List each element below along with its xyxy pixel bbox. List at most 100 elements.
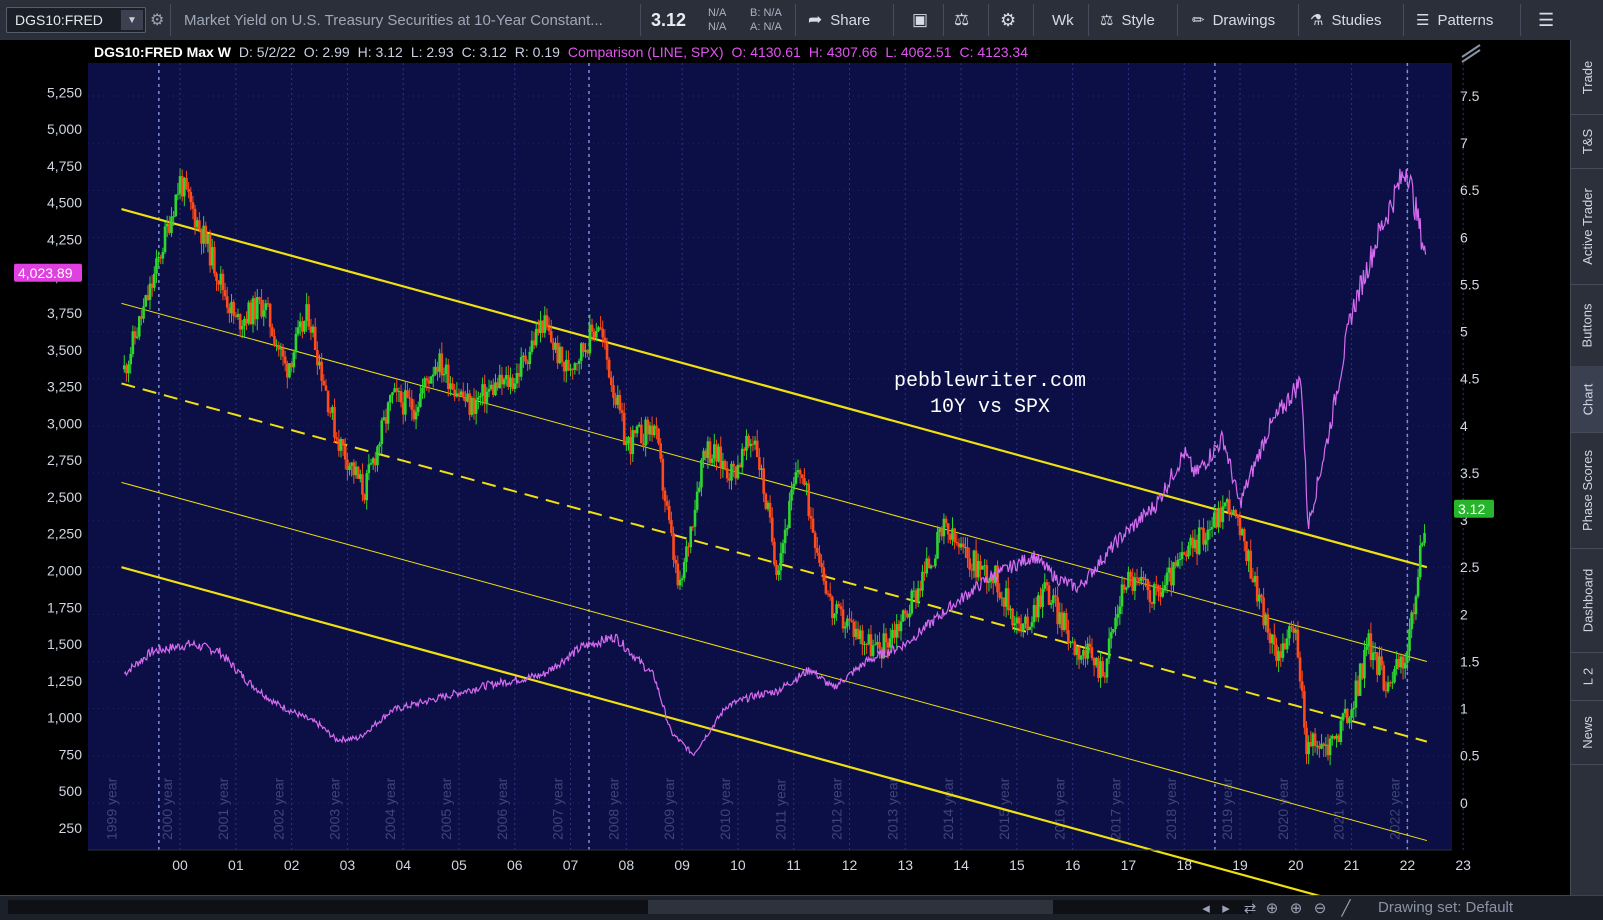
candle-body xyxy=(1343,708,1347,714)
axis-toggle-icon[interactable] xyxy=(1461,44,1481,63)
tab-trade[interactable]: Trade xyxy=(1571,40,1603,115)
last-yield-value: 3.12 xyxy=(1458,501,1485,517)
zoom-in-icon[interactable]: ⊕ xyxy=(1289,900,1303,917)
timeframe-button[interactable]: Wk xyxy=(1052,11,1074,29)
tab-active-trader[interactable]: Active Trader xyxy=(1571,168,1603,285)
scroll-left-icon[interactable]: ◂ xyxy=(1202,900,1210,917)
scroll-right-icon[interactable]: ▸ xyxy=(1222,900,1230,917)
candle-body xyxy=(371,458,375,464)
link-icon[interactable]: ⚙ xyxy=(150,12,165,29)
candle-body xyxy=(1131,576,1135,591)
style-icon: ⚖ xyxy=(1100,12,1114,29)
candle-body xyxy=(843,626,847,629)
candle-body xyxy=(770,517,774,542)
candle-body xyxy=(766,502,770,509)
candle-body xyxy=(620,410,624,413)
drawing-tool-icon[interactable]: ╱ xyxy=(1341,900,1351,917)
candle-body xyxy=(599,327,602,329)
patterns-button[interactable]: ☰ Patterns xyxy=(1416,0,1493,40)
crosshair-icon[interactable]: ⊕ xyxy=(1265,900,1279,917)
symbol-selector[interactable]: DGS10:FRED ▼ xyxy=(6,7,146,33)
candle-body xyxy=(1004,588,1008,607)
tab-time-and-sales[interactable]: T&S xyxy=(1571,114,1603,169)
candle-body xyxy=(612,385,615,398)
candle-body xyxy=(610,377,613,386)
candle-body xyxy=(1369,633,1373,661)
candle-body xyxy=(1397,658,1401,668)
gear-icon[interactable]: ⚙ xyxy=(1000,9,1017,30)
candle-body xyxy=(346,459,349,471)
candle-body xyxy=(283,356,287,364)
right-tick-label: 3.5 xyxy=(1460,465,1480,481)
candle-body xyxy=(730,463,733,481)
candle-body xyxy=(335,437,338,440)
candle-body xyxy=(837,604,841,607)
candle-body xyxy=(813,532,817,548)
candle-body xyxy=(646,419,650,435)
candle-body xyxy=(1109,632,1113,639)
style-button[interactable]: ⚖ Style xyxy=(1100,0,1155,40)
candle-body xyxy=(736,464,740,479)
zoom-out-icon[interactable]: ⊖ xyxy=(1313,900,1327,917)
dashboard-icon[interactable]: ▣ xyxy=(912,10,929,29)
scrollbar-thumb[interactable] xyxy=(648,900,1053,914)
candle-body xyxy=(1034,605,1038,618)
candle-body xyxy=(404,390,407,415)
candle-body xyxy=(1236,514,1240,518)
candle-body xyxy=(858,630,862,640)
tab-phase-scores[interactable]: Phase Scores xyxy=(1571,432,1603,549)
candle-body xyxy=(193,208,197,228)
share-button[interactable]: ➦ Share xyxy=(808,0,870,40)
year-band-label: 2018 year xyxy=(1163,777,1179,840)
chevron-down-icon[interactable]: ▼ xyxy=(121,10,143,30)
last-yield-badge xyxy=(1454,499,1494,518)
tab-level2[interactable]: L 2 xyxy=(1571,652,1603,701)
candle-body xyxy=(901,610,905,622)
candle-body xyxy=(1006,588,1010,611)
candle-body xyxy=(1414,596,1418,615)
candle-body xyxy=(168,223,171,233)
candle-body xyxy=(1376,652,1379,675)
pan-icon[interactable]: ⇄ xyxy=(1243,900,1257,917)
candle-body xyxy=(1268,632,1272,644)
candle-body xyxy=(1112,628,1115,633)
candle-body xyxy=(803,478,806,485)
right-tick-label: 2.5 xyxy=(1460,559,1480,575)
legend-date: D: 5/2/22 xyxy=(238,44,296,60)
candle-body xyxy=(809,516,813,519)
legend-title: DGS10:FRED Max W xyxy=(94,44,231,60)
na-1: N/A xyxy=(708,7,727,19)
candle-body xyxy=(1024,616,1027,624)
menu-icon[interactable]: ☰ xyxy=(1538,9,1555,30)
candle-body xyxy=(1320,743,1323,749)
tab-dashboard[interactable]: Dashboard xyxy=(1571,548,1603,653)
left-tick-label: 3,250 xyxy=(47,379,82,395)
candle-body xyxy=(275,344,278,346)
candle-body xyxy=(429,376,433,384)
candle-body xyxy=(176,193,180,195)
year-band-label: 2004 year xyxy=(382,777,398,840)
legend-open: O: 2.99 xyxy=(303,44,350,60)
tab-chart[interactable]: Chart xyxy=(1571,366,1603,433)
tab-buttons[interactable]: Buttons xyxy=(1571,284,1603,367)
drawing-set-label[interactable]: Drawing set: Default xyxy=(1378,899,1514,916)
flask-icon[interactable]: ⚖ xyxy=(954,10,970,29)
drawings-button[interactable]: ✏ Drawings xyxy=(1192,0,1275,40)
x-tick-label: 07 xyxy=(563,857,579,873)
candle-body xyxy=(157,256,160,259)
chart-legend: DGS10:FRED Max W D: 5/2/22 O: 2.99 H: 3.… xyxy=(90,41,1040,63)
chart-area[interactable]: 1999 year 2000 year 2001 year 2002 year 2003… xyxy=(0,40,1570,895)
tab-news[interactable]: News xyxy=(1571,700,1603,765)
candle-body xyxy=(198,220,201,230)
horizontal-scrollbar[interactable] xyxy=(8,900,1252,914)
candle-body xyxy=(1311,733,1315,747)
studies-button[interactable]: ⚗ Studies xyxy=(1310,0,1382,40)
tab-active-trader-label: Active Trader xyxy=(1580,187,1595,265)
candle-body xyxy=(931,565,935,567)
candle-body xyxy=(743,448,746,451)
candle-body xyxy=(655,425,658,429)
candle-body xyxy=(146,295,150,300)
candle-body xyxy=(554,342,557,350)
candle-body xyxy=(1124,587,1128,590)
candle-body xyxy=(796,470,800,473)
